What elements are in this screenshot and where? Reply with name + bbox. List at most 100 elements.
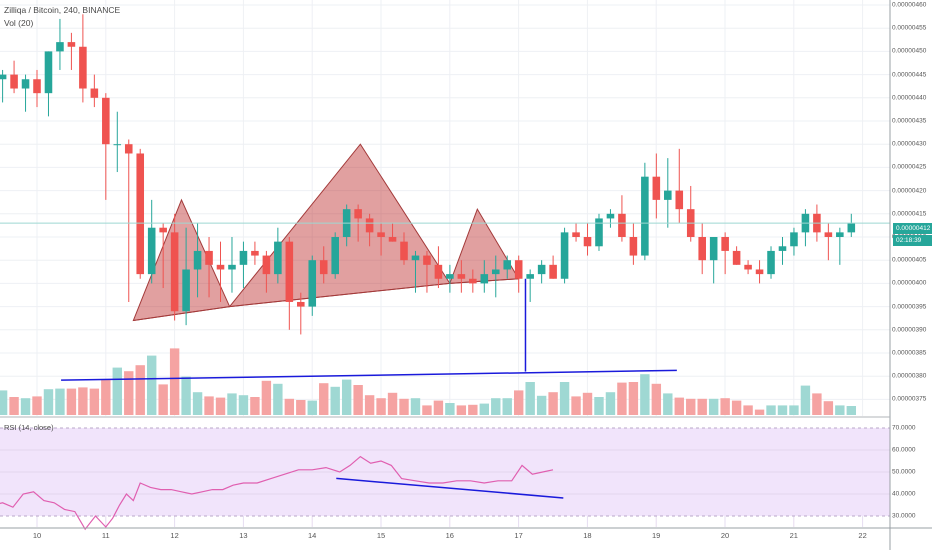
candle-body: [606, 213, 615, 219]
candle-down: [549, 255, 557, 279]
candle-body: [56, 42, 64, 52]
volume-bar: [158, 384, 168, 415]
volume-bar: [284, 398, 295, 415]
volume-bar: [296, 400, 306, 415]
candle-body: [377, 232, 385, 237]
volume-bar: [674, 397, 684, 415]
time-tick-label: 20: [720, 531, 730, 540]
candle-up: [847, 213, 856, 237]
candle-up: [606, 209, 615, 228]
candle-down: [297, 292, 305, 335]
candle-down: [732, 246, 741, 265]
time-tick-label: 16: [445, 531, 454, 540]
divergence-line: [336, 477, 564, 499]
candle-body: [274, 241, 282, 275]
volume-bar: [651, 383, 662, 415]
rsi-indicator-label: RSI (14, close): [4, 423, 54, 432]
candle-up: [228, 237, 236, 293]
volume-bar: [410, 398, 421, 415]
candle-body: [193, 250, 202, 270]
candle-down: [285, 237, 294, 330]
candle-down: [824, 223, 833, 261]
volume-bar: [502, 398, 512, 415]
candle-up: [503, 255, 512, 279]
volume-bar: [330, 386, 340, 415]
candle-body: [0, 74, 7, 80]
price-tick-label: 0.00000440: [892, 94, 927, 102]
candle-body: [847, 223, 856, 233]
candle-body: [319, 260, 328, 275]
candle-up: [767, 246, 775, 279]
candle-up: [595, 213, 603, 251]
candle-down: [205, 237, 213, 298]
volume-bar: [479, 403, 489, 415]
volume-bar: [135, 365, 145, 415]
pattern-head: [228, 143, 451, 308]
volume-bar: [812, 393, 822, 415]
rsi-pane: [0, 427, 890, 531]
candle-down: [423, 250, 431, 293]
countdown-tag: 02:18:39: [893, 235, 932, 246]
volume-bar: [582, 392, 593, 415]
time-tick-label: 18: [583, 531, 592, 540]
candle-body: [365, 218, 374, 233]
candle-down: [79, 14, 87, 103]
candle-up: [778, 237, 787, 265]
volume-bar: [456, 405, 467, 415]
volume-bar: [319, 383, 329, 415]
candle-body: [136, 153, 145, 275]
candle-up: [664, 158, 672, 228]
candle-body: [79, 46, 87, 89]
volume-bar: [433, 400, 444, 415]
candle-up: [193, 223, 202, 298]
time-tick-label: 21: [789, 531, 798, 540]
volume-bar: [399, 398, 409, 415]
candle-body: [434, 264, 443, 279]
candle-body: [239, 250, 248, 265]
candle-body: [354, 209, 362, 219]
candle-down: [721, 232, 729, 275]
candle-up: [21, 74, 30, 112]
price-tick-label: 0.00000430: [892, 140, 927, 148]
candle-body: [124, 144, 133, 154]
candlesticks: [0, 14, 856, 335]
volume-bar: [181, 376, 191, 415]
volume-bar: [66, 388, 77, 415]
candle-down: [469, 269, 477, 293]
candle-body: [182, 269, 190, 312]
symbol-title: Zilliqa / Bitcoin, 240, BINANCE: [4, 5, 121, 15]
candle-down: [755, 260, 764, 284]
volume-bar: [307, 400, 317, 415]
candle-body: [537, 264, 546, 275]
time-tick-label: 19: [652, 531, 661, 540]
volume-bar: [628, 382, 639, 415]
volume-bar: [708, 398, 719, 415]
candle-up: [274, 227, 282, 284]
volume-bar: [341, 379, 352, 415]
volume-bar: [261, 380, 272, 415]
candle-down: [136, 148, 145, 279]
price-tick-label: 0.00000420: [892, 187, 927, 195]
volume-bar: [101, 379, 111, 415]
candle-body: [423, 255, 431, 265]
candle-body: [457, 274, 466, 279]
candle-up: [709, 237, 718, 284]
volume-bar: [468, 404, 478, 415]
volume-bar: [491, 398, 501, 415]
volume-bar: [215, 397, 226, 415]
candle-body: [583, 237, 592, 247]
candle-body: [33, 79, 41, 94]
candle-up: [446, 264, 454, 293]
candle-down: [388, 223, 397, 242]
candle-down: [262, 250, 271, 293]
volume-bar: [146, 355, 157, 415]
candle-up: [801, 209, 810, 247]
candle-down: [67, 32, 76, 70]
candle-body: [698, 237, 706, 261]
candle-body: [228, 264, 236, 270]
price-tick-label: 0.00000435: [892, 117, 927, 125]
volume-bar: [124, 371, 134, 415]
price-tick-label: 0.00000380: [892, 372, 927, 380]
